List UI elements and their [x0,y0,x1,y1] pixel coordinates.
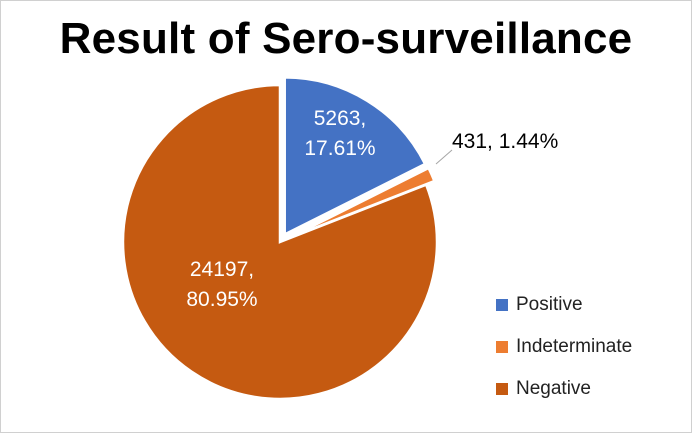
legend-label-indeterminate: Indeterminate [516,336,633,357]
pie-slice-indeterminate [287,166,436,240]
legend: Positive Indeterminate Negative [496,284,632,410]
legend-label-positive: Positive [516,294,583,315]
legend-label-negative: Negative [516,378,591,399]
pie-slice-positive [283,76,427,237]
pie-slice-negative [121,83,439,401]
data-label-negative: 24197, 80.95% [186,258,257,311]
chart-title: Result of Sero-surveillance [59,14,633,63]
leader-line-indeterminate [435,149,453,165]
legend-swatch-positive [496,299,508,311]
data-label-positive: 5263, 17.61% [304,107,375,160]
legend-swatch-indeterminate [496,341,508,353]
legend-swatch-negative [496,383,508,395]
legend-item-indeterminate: Indeterminate [496,326,632,368]
legend-item-positive: Positive [496,284,632,326]
legend-item-negative: Negative [496,368,632,410]
data-label-indeterminate: 431, 1.44% [452,130,558,153]
